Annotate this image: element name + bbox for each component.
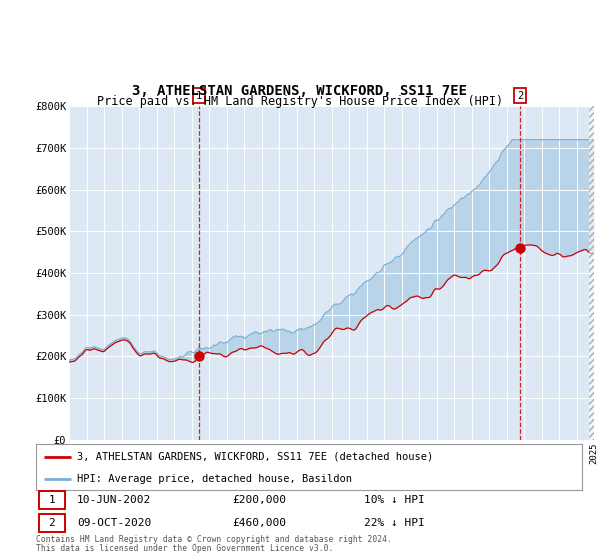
Text: £200,000: £200,000 <box>233 495 287 505</box>
Text: Contains HM Land Registry data © Crown copyright and database right 2024.: Contains HM Land Registry data © Crown c… <box>36 535 392 544</box>
FancyBboxPatch shape <box>39 515 65 532</box>
HPI: Average price, detached house, Basildon: (2e+03, 2.24e+05): Average price, detached house, Basildon:… <box>130 343 137 350</box>
HPI: Average price, detached house, Basildon: (2.02e+03, 7.2e+05): Average price, detached house, Basildon:… <box>509 136 516 143</box>
Text: HPI: Average price, detached house, Basildon: HPI: Average price, detached house, Basi… <box>77 474 352 483</box>
HPI: Average price, detached house, Basildon: (2.01e+03, 2.54e+05): Average price, detached house, Basildon:… <box>248 330 256 337</box>
HPI: Average price, detached house, Basildon: (2e+03, 1.91e+05): Average price, detached house, Basildon:… <box>65 357 73 363</box>
3, ATHELSTAN GARDENS, WICKFORD, SS11 7EE (detached house) <box>296 347 304 353</box>
Line: 3, ATHELSTAN GARDENS, WICKFORD, SS11 7EE (detached house): 3, ATHELSTAN GARDENS, WICKFORD, SS11 7EE… <box>69 245 594 362</box>
Text: 2: 2 <box>49 518 55 528</box>
3, ATHELSTAN GARDENS, WICKFORD, SS11 7EE (detached house) <box>590 250 598 256</box>
Text: Price paid vs. HM Land Registry's House Price Index (HPI): Price paid vs. HM Land Registry's House … <box>97 95 503 108</box>
3, ATHELSTAN GARDENS, WICKFORD, SS11 7EE (detached house) <box>241 347 248 353</box>
3, ATHELSTAN GARDENS, WICKFORD, SS11 7EE (detached house) <box>250 344 257 351</box>
3, ATHELSTAN GARDENS, WICKFORD, SS11 7EE (detached house) <box>130 345 137 352</box>
Text: £460,000: £460,000 <box>233 518 287 528</box>
3, ATHELSTAN GARDENS, WICKFORD, SS11 7EE (detached house) <box>65 359 73 366</box>
Text: 1: 1 <box>196 91 202 101</box>
Line: HPI: Average price, detached house, Basildon: HPI: Average price, detached house, Basi… <box>69 139 594 360</box>
Text: 2: 2 <box>517 91 523 101</box>
Text: 1: 1 <box>49 495 55 505</box>
3, ATHELSTAN GARDENS, WICKFORD, SS11 7EE (detached house) <box>223 353 230 360</box>
Text: 10-JUN-2002: 10-JUN-2002 <box>77 495 151 505</box>
HPI: Average price, detached house, Basildon: (2.02e+03, 7.2e+05): Average price, detached house, Basildon:… <box>590 136 598 143</box>
Text: 3, ATHELSTAN GARDENS, WICKFORD, SS11 7EE: 3, ATHELSTAN GARDENS, WICKFORD, SS11 7EE <box>133 84 467 98</box>
Text: 10% ↓ HPI: 10% ↓ HPI <box>364 495 424 505</box>
HPI: Average price, detached house, Basildon: (2e+03, 2.47e+05): Average price, detached house, Basildon:… <box>239 334 247 340</box>
Text: 09-OCT-2020: 09-OCT-2020 <box>77 518 151 528</box>
3, ATHELSTAN GARDENS, WICKFORD, SS11 7EE (detached house) <box>564 253 571 259</box>
HPI: Average price, detached house, Basildon: (2e+03, 2.33e+05): Average price, detached house, Basildon:… <box>222 339 229 346</box>
Text: 3, ATHELSTAN GARDENS, WICKFORD, SS11 7EE (detached house): 3, ATHELSTAN GARDENS, WICKFORD, SS11 7EE… <box>77 452 433 462</box>
FancyBboxPatch shape <box>39 492 65 509</box>
Text: This data is licensed under the Open Government Licence v3.0.: This data is licensed under the Open Gov… <box>36 544 334 553</box>
Text: 22% ↓ HPI: 22% ↓ HPI <box>364 518 424 528</box>
HPI: Average price, detached house, Basildon: (2.02e+03, 7.2e+05): Average price, detached house, Basildon:… <box>563 136 570 143</box>
3, ATHELSTAN GARDENS, WICKFORD, SS11 7EE (detached house) <box>188 359 196 366</box>
HPI: Average price, detached house, Basildon: (2.01e+03, 2.65e+05): Average price, detached house, Basildon:… <box>295 326 302 333</box>
3, ATHELSTAN GARDENS, WICKFORD, SS11 7EE (detached house) <box>526 241 533 248</box>
